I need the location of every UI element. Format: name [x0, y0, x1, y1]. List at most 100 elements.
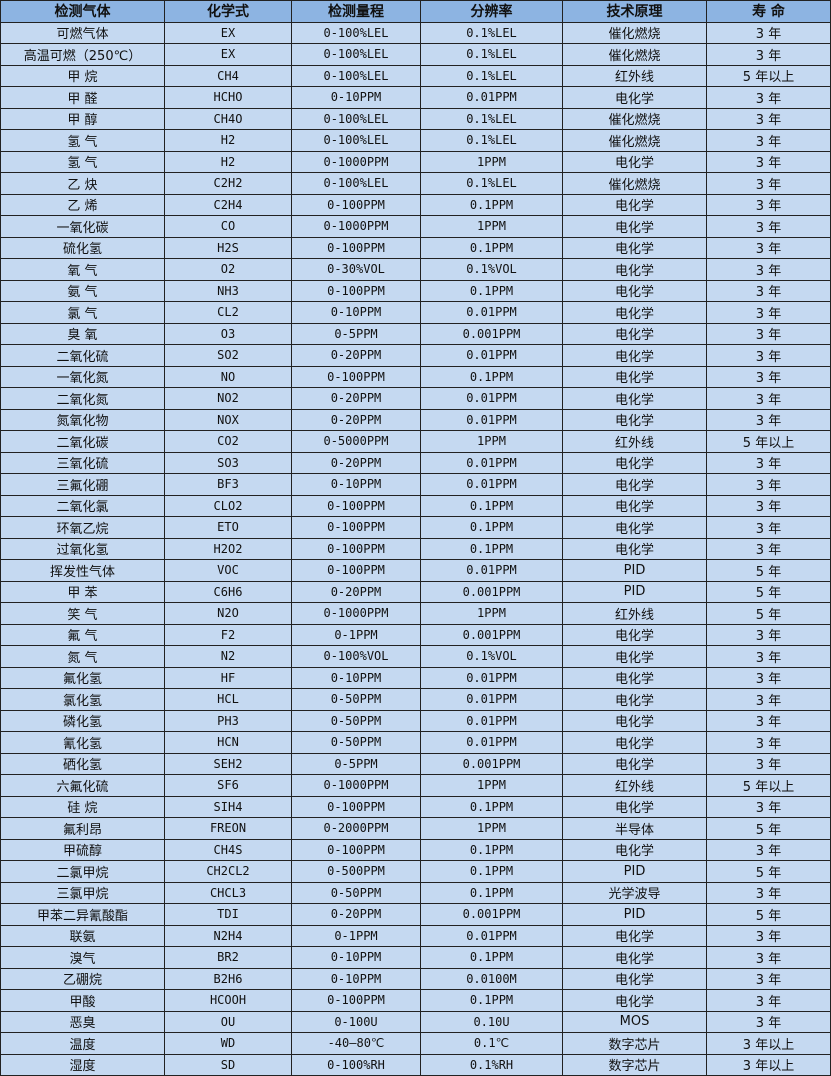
cell-range: 0-10PPM	[291, 301, 421, 324]
cell-formula: EX	[164, 43, 292, 66]
cell-gas: 氧 气	[0, 258, 165, 281]
cell-resolution: 0.1PPM	[420, 860, 563, 883]
cell-resolution: 1PPM	[420, 602, 563, 625]
table-row: 磷化氢 PH3 0-50PPM 0.01PPM 电化学 3 年	[0, 709, 831, 732]
cell-principle: 催化燃烧	[562, 129, 707, 152]
cell-formula: C2H4	[164, 193, 292, 216]
table-row: 乙 炔 C2H2 0-100%LEL 0.1%LEL 催化燃烧 3 年	[0, 172, 831, 195]
cell-formula: N2H4	[164, 924, 292, 947]
cell-resolution: 1PPM	[420, 774, 563, 797]
cell-lifespan: 3 年	[706, 172, 831, 195]
cell-resolution: 0.01PPM	[420, 86, 563, 109]
cell-lifespan: 3 年	[706, 731, 831, 754]
cell-principle: 电化学	[562, 537, 707, 560]
cell-resolution: 0.01PPM	[420, 731, 563, 754]
cell-formula: SO2	[164, 344, 292, 367]
cell-range: 0-100%LEL	[291, 107, 421, 130]
cell-gas: 六氟化硫	[0, 774, 165, 797]
cell-resolution: 0.1%LEL	[420, 107, 563, 130]
cell-range: 0-100%LEL	[291, 64, 421, 87]
table-row: 硒化氢 SEH2 0-5PPM 0.001PPM 电化学 3 年	[0, 752, 831, 775]
cell-range: 0-50PPM	[291, 731, 421, 754]
cell-principle: 电化学	[562, 946, 707, 969]
cell-resolution: 0.01PPM	[420, 451, 563, 474]
cell-principle: 电化学	[562, 795, 707, 818]
cell-principle: 催化燃烧	[562, 43, 707, 66]
cell-formula: PH3	[164, 709, 292, 732]
cell-resolution: 0.1PPM	[420, 946, 563, 969]
cell-resolution: 0.1PPM	[420, 236, 563, 259]
cell-principle: 电化学	[562, 731, 707, 754]
cell-lifespan: 3 年	[706, 494, 831, 517]
cell-lifespan: 3 年	[706, 215, 831, 238]
cell-gas: 氟化氢	[0, 666, 165, 689]
cell-formula: OU	[164, 1010, 292, 1033]
table-row: 三氯甲烷 CHCL3 0-50PPM 0.1PPM 光学波导 3 年	[0, 881, 831, 904]
table-row: 高温可燃（250℃） EX 0-100%LEL 0.1%LEL 催化燃烧 3 年	[0, 43, 831, 66]
cell-principle: 红外线	[562, 602, 707, 625]
table-row: 氮 气 N2 0-100%VOL 0.1%VOL 电化学 3 年	[0, 645, 831, 668]
cell-gas: 乙 烯	[0, 193, 165, 216]
cell-formula: WD	[164, 1032, 292, 1055]
cell-gas: 环氧乙烷	[0, 516, 165, 539]
cell-resolution: 0.1%LEL	[420, 21, 563, 44]
cell-range: 0-100PPM	[291, 236, 421, 259]
table-row: 环氧乙烷 ETO 0-100PPM 0.1PPM 电化学 3 年	[0, 516, 831, 539]
cell-resolution: 0.001PPM	[420, 903, 563, 926]
table-row: 甲苯二异氰酸酯 TDI 0-20PPM 0.001PPM PID 5 年	[0, 903, 831, 926]
cell-lifespan: 3 年	[706, 924, 831, 947]
cell-formula: NH3	[164, 279, 292, 302]
cell-range: 0-30%VOL	[291, 258, 421, 281]
cell-range: 0-10PPM	[291, 666, 421, 689]
cell-principle: 电化学	[562, 322, 707, 345]
cell-gas: 甲 醛	[0, 86, 165, 109]
cell-gas: 氮 气	[0, 645, 165, 668]
cell-principle: PID	[562, 860, 707, 883]
table-row: 氯化氢 HCL 0-50PPM 0.01PPM 电化学 3 年	[0, 688, 831, 711]
table-row: 溴气 BR2 0-10PPM 0.1PPM 电化学 3 年	[0, 946, 831, 969]
cell-gas: 一氧化碳	[0, 215, 165, 238]
cell-range: 0-10PPM	[291, 473, 421, 496]
cell-lifespan: 3 年	[706, 129, 831, 152]
cell-gas: 三氟化硼	[0, 473, 165, 496]
cell-range: 0-5PPM	[291, 322, 421, 345]
cell-range: 0-100%LEL	[291, 21, 421, 44]
cell-lifespan: 3 年	[706, 107, 831, 130]
cell-resolution: 0.1PPM	[420, 795, 563, 818]
cell-formula: CH4	[164, 64, 292, 87]
cell-resolution: 0.1PPM	[420, 516, 563, 539]
cell-principle: 电化学	[562, 924, 707, 947]
table-row: 笑 气 N2O 0-1000PPM 1PPM 红外线 5 年	[0, 602, 831, 625]
table-row: 联氨 N2H4 0-1PPM 0.01PPM 电化学 3 年	[0, 924, 831, 947]
table-row: 氮氧化物 NOX 0-20PPM 0.01PPM 电化学 3 年	[0, 408, 831, 431]
cell-lifespan: 3 年	[706, 473, 831, 496]
table-row: 可燃气体 EX 0-100%LEL 0.1%LEL 催化燃烧 3 年	[0, 21, 831, 44]
cell-formula: SIH4	[164, 795, 292, 818]
cell-principle: PID	[562, 903, 707, 926]
cell-principle: 电化学	[562, 838, 707, 861]
cell-principle: 电化学	[562, 301, 707, 324]
cell-range: 0-100PPM	[291, 365, 421, 388]
cell-range: 0-20PPM	[291, 344, 421, 367]
cell-gas: 一氧化氮	[0, 365, 165, 388]
cell-lifespan: 3 年	[706, 946, 831, 969]
cell-principle: 电化学	[562, 688, 707, 711]
cell-principle: 电化学	[562, 344, 707, 367]
cell-resolution: 0.001PPM	[420, 752, 563, 775]
cell-gas: 甲 醇	[0, 107, 165, 130]
cell-range: 0-100%LEL	[291, 172, 421, 195]
table-row: 氟利昂 FREON 0-2000PPM 1PPM 半导体 5 年	[0, 817, 831, 840]
cell-range: 0-10PPM	[291, 967, 421, 990]
cell-lifespan: 3 年	[706, 752, 831, 775]
table-row: 二氧化氯 CLO2 0-100PPM 0.1PPM 电化学 3 年	[0, 494, 831, 517]
cell-lifespan: 5 年	[706, 860, 831, 883]
cell-gas: 高温可燃（250℃）	[0, 43, 165, 66]
cell-range: 0-1PPM	[291, 924, 421, 947]
cell-principle: 半导体	[562, 817, 707, 840]
cell-formula: H2O2	[164, 537, 292, 560]
cell-gas: 可燃气体	[0, 21, 165, 44]
table-row: 六氟化硫 SF6 0-1000PPM 1PPM 红外线 5 年以上	[0, 774, 831, 797]
table-row: 乙 烯 C2H4 0-100PPM 0.1PPM 电化学 3 年	[0, 193, 831, 216]
cell-lifespan: 3 年	[706, 989, 831, 1012]
cell-gas: 二氧化硫	[0, 344, 165, 367]
